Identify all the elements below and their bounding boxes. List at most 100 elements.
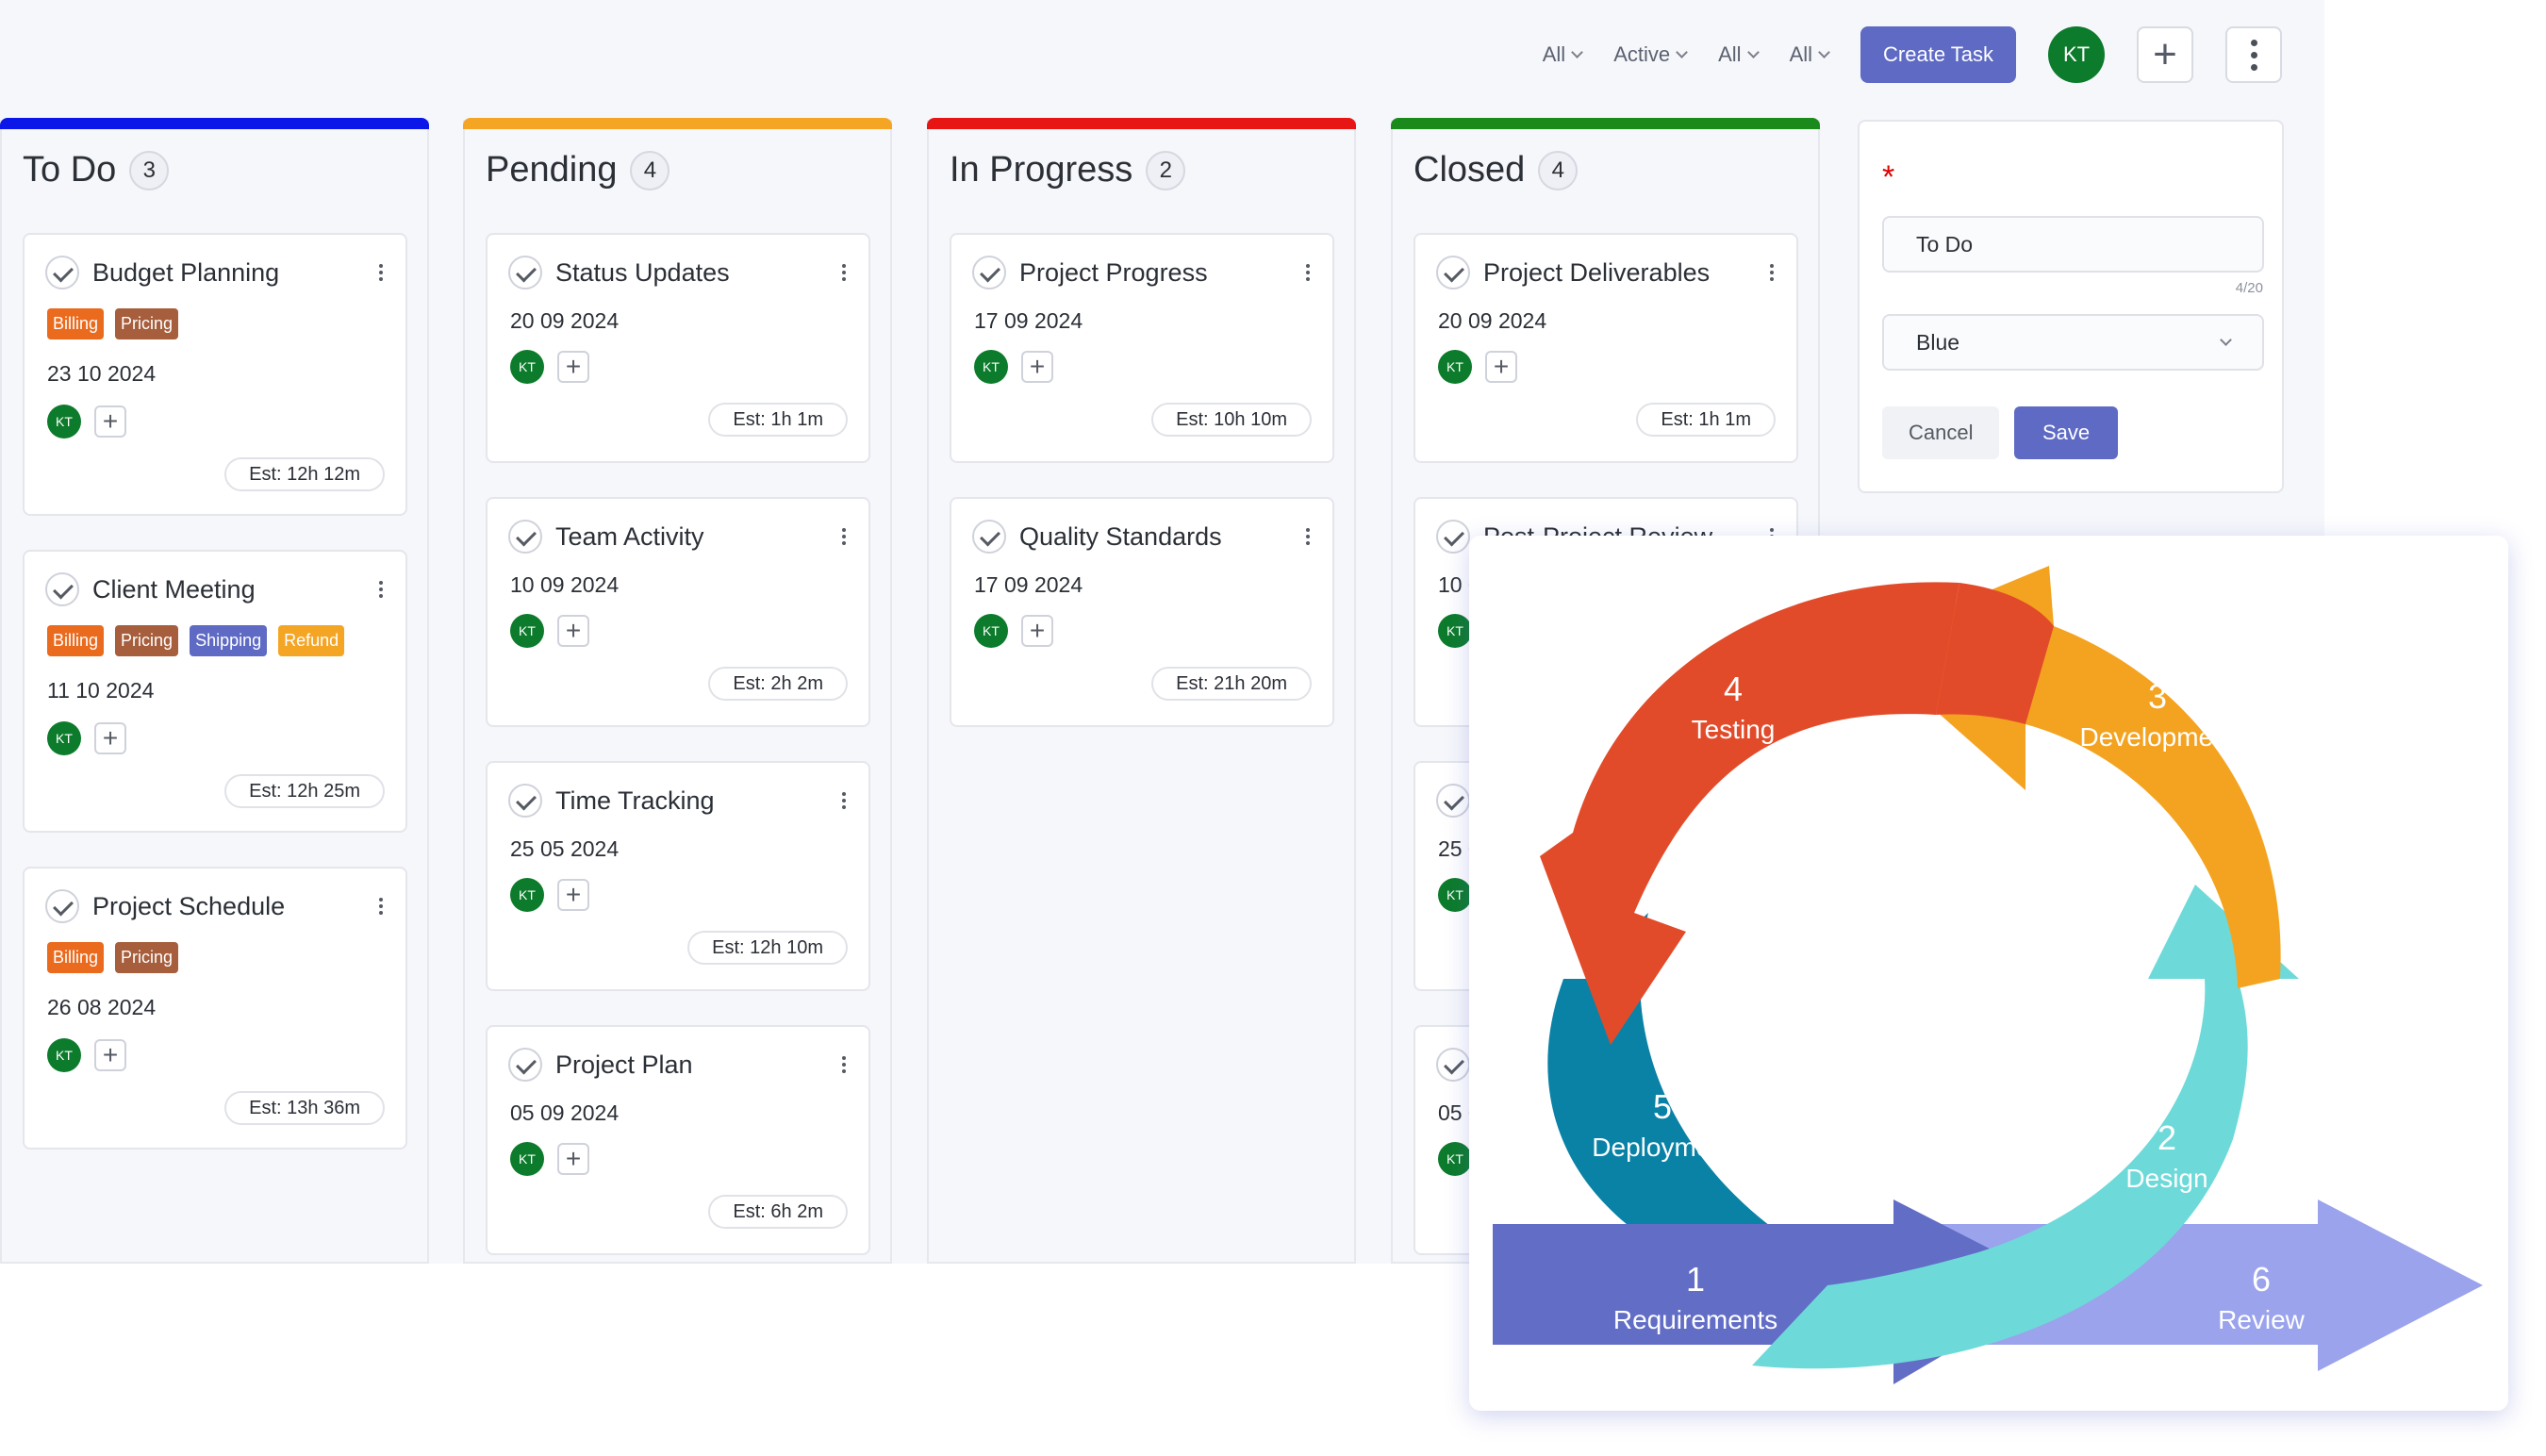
estimate-badge: Est: 12h 10m xyxy=(687,931,848,965)
card-menu-icon[interactable] xyxy=(1300,524,1315,549)
assignee-avatar: KT xyxy=(47,721,81,755)
assignee-avatar: KT xyxy=(47,1038,81,1072)
tag-shipping: Shipping xyxy=(190,625,268,656)
tag-billing: Billing xyxy=(47,625,105,656)
card-menu-icon[interactable] xyxy=(1300,260,1315,285)
check-icon[interactable] xyxy=(972,256,1006,290)
add-assignee-button[interactable]: + xyxy=(94,405,126,438)
card-menu-icon[interactable] xyxy=(836,260,851,285)
check-icon[interactable] xyxy=(1436,784,1470,818)
column-color-bar xyxy=(463,118,892,129)
assignee-avatar: KT xyxy=(510,614,544,648)
color-select[interactable]: Blue xyxy=(1882,314,2264,371)
step-testing-label: 4 Testing xyxy=(1639,670,1827,745)
user-avatar[interactable]: KT xyxy=(2048,26,2105,83)
step-development-label: 3 Development xyxy=(2016,677,2299,753)
more-options-button[interactable] xyxy=(2225,26,2282,83)
toolbar: All Active All All Create Task KT + xyxy=(1543,25,2282,85)
assignee-avatar: KT xyxy=(510,350,544,384)
filter-dropdown-1[interactable]: All xyxy=(1543,42,1584,67)
column-count-badge: 3 xyxy=(129,150,170,190)
step-number: 4 xyxy=(1723,670,1744,708)
step-name: Development xyxy=(2079,722,2236,752)
card-menu-icon[interactable] xyxy=(836,788,851,813)
add-assignee-button[interactable]: + xyxy=(1021,615,1053,647)
add-assignee-button[interactable]: + xyxy=(94,1039,126,1071)
card-menu-icon[interactable] xyxy=(836,524,851,549)
check-icon[interactable] xyxy=(972,520,1006,554)
estimate-badge: Est: 2h 2m xyxy=(708,667,848,701)
tag-billing: Billing xyxy=(47,308,105,339)
card-date: 26 08 2024 xyxy=(47,995,157,1019)
status-filter-dropdown[interactable]: Active xyxy=(1613,42,1688,67)
tag-refund: Refund xyxy=(278,625,345,656)
tag-pricing: Pricing xyxy=(115,942,179,973)
card-menu-icon[interactable] xyxy=(373,894,389,918)
filter-dropdown-4[interactable]: All xyxy=(1790,42,1830,67)
estimate-badge: Est: 6h 2m xyxy=(708,1195,848,1229)
card-menu-icon[interactable] xyxy=(373,577,389,602)
task-card[interactable]: Project Plan 05 09 2024 KT + Est: 6h 2m xyxy=(486,1025,870,1255)
column-pending: Pending 4 Status Updates 20 09 2024 KT + … xyxy=(463,118,892,1264)
card-menu-icon[interactable] xyxy=(373,260,389,285)
check-icon[interactable] xyxy=(1436,520,1470,554)
card-title: Project Schedule xyxy=(92,891,286,920)
estimate-badge: Est: 12h 12m xyxy=(224,457,385,491)
step-review-label: 6 Review xyxy=(2167,1260,2356,1335)
add-assignee-button[interactable]: + xyxy=(557,351,589,383)
check-icon[interactable] xyxy=(1436,256,1470,290)
step-number: 6 xyxy=(2251,1260,2272,1299)
column-count-badge: 4 xyxy=(630,150,670,190)
add-assignee-button[interactable]: + xyxy=(1021,351,1053,383)
add-assignee-button[interactable]: + xyxy=(557,615,589,647)
step-number: 3 xyxy=(2147,677,2168,716)
task-card[interactable]: Project Deliverables 20 09 2024 KT + Est:… xyxy=(1414,233,1798,463)
card-title: Client Meeting xyxy=(92,574,256,604)
assignee-avatar: KT xyxy=(510,878,544,912)
assignee-avatar: KT xyxy=(1438,350,1472,384)
create-task-button[interactable]: Create Task xyxy=(1860,26,2016,83)
column-in-progress: In Progress 2 Project Progress 17 09 202… xyxy=(927,118,1356,1264)
check-icon[interactable] xyxy=(45,889,79,923)
check-icon[interactable] xyxy=(508,1048,542,1082)
check-icon[interactable] xyxy=(508,784,542,818)
task-card[interactable]: Time Tracking 25 05 2024 KT + Est: 12h 10… xyxy=(486,761,870,991)
save-button[interactable]: Save xyxy=(2014,406,2119,459)
filter-dropdown-3[interactable]: All xyxy=(1718,42,1760,67)
column-color-bar xyxy=(0,118,429,129)
task-card[interactable]: Project Schedule Billing Pricing 26 08 20… xyxy=(23,867,407,1150)
cancel-button[interactable]: Cancel xyxy=(1882,406,2000,459)
add-assignee-button[interactable]: + xyxy=(1485,351,1517,383)
check-icon[interactable] xyxy=(45,572,79,606)
card-date: 10 09 2024 xyxy=(510,572,620,597)
chevron-down-icon xyxy=(1676,45,1688,58)
task-card[interactable]: Quality Standards 17 09 2024 KT + Est: 21… xyxy=(950,497,1334,727)
card-title: Project Deliverables xyxy=(1483,257,1711,287)
assignee-avatar: KT xyxy=(974,614,1008,648)
task-card[interactable]: Client Meeting Billing Pricing Shipping Ref… xyxy=(23,550,407,833)
estimate-badge: Est: 13h 36m xyxy=(224,1091,385,1125)
task-card[interactable]: Project Progress 17 09 2024 KT + Est: 10h… xyxy=(950,233,1334,463)
column-header: Pending 4 xyxy=(486,150,670,190)
add-column-button[interactable]: + xyxy=(2137,26,2193,83)
check-icon[interactable] xyxy=(1436,1048,1470,1082)
card-date: 25 05 2024 xyxy=(510,836,620,861)
add-assignee-button[interactable]: + xyxy=(557,1143,589,1175)
column-name-input[interactable] xyxy=(1882,216,2264,273)
add-assignee-button[interactable]: + xyxy=(94,722,126,754)
task-card[interactable]: Status Updates 20 09 2024 KT + Est: 1h 1m xyxy=(486,233,870,463)
filter-label: All xyxy=(1718,42,1742,66)
check-icon[interactable] xyxy=(508,520,542,554)
column-color-bar xyxy=(1391,118,1820,129)
add-assignee-button[interactable]: + xyxy=(557,879,589,911)
check-icon[interactable] xyxy=(508,256,542,290)
check-icon[interactable] xyxy=(45,256,79,290)
chevron-down-icon xyxy=(1571,45,1584,58)
card-title: Project Progress xyxy=(1019,257,1208,287)
assignee-avatar: KT xyxy=(1438,614,1472,648)
card-menu-icon[interactable] xyxy=(836,1052,851,1077)
task-card[interactable]: Budget Planning Billing Pricing 23 10 202… xyxy=(23,233,407,516)
card-menu-icon[interactable] xyxy=(1764,260,1779,285)
estimate-badge: Est: 12h 25m xyxy=(224,774,385,808)
task-card[interactable]: Team Activity 10 09 2024 KT + Est: 2h 2m xyxy=(486,497,870,727)
